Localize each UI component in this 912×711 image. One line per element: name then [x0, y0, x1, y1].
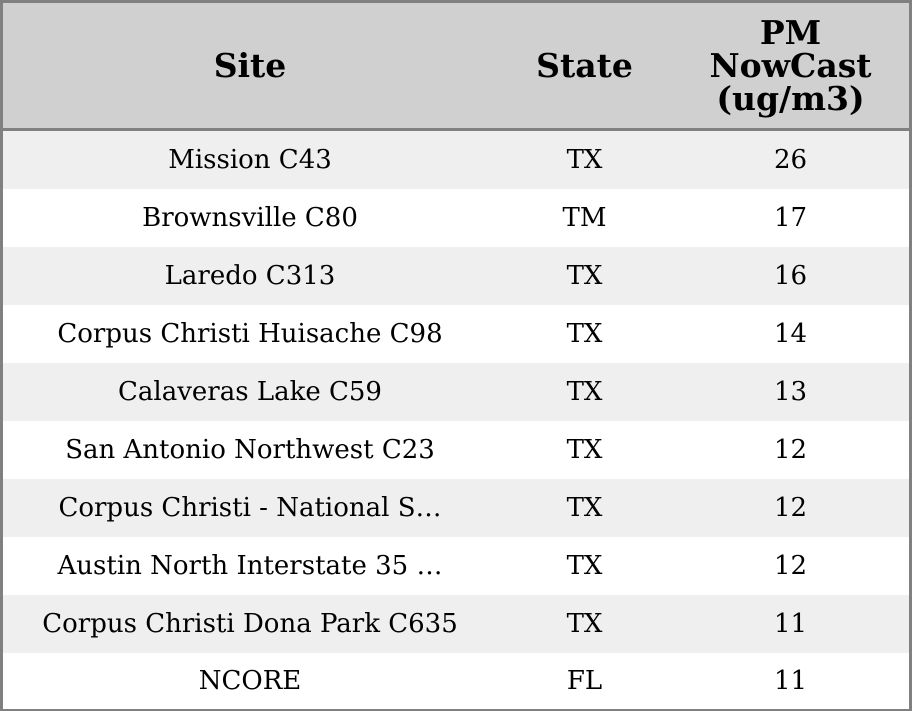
- table-row: Laredo C313 TX 16: [3, 247, 909, 305]
- state-cell: TX: [497, 129, 672, 189]
- state-cell: TX: [497, 305, 672, 363]
- table-row: Calaveras Lake C59 TX 13: [3, 363, 909, 421]
- table-row: Brownsville C80 TM 17: [3, 189, 909, 247]
- site-cell: Mission C43: [3, 129, 497, 189]
- state-cell: TX: [497, 537, 672, 595]
- header-state[interactable]: State: [497, 3, 672, 131]
- state-cell: TX: [497, 595, 672, 653]
- state-cell: TX: [497, 247, 672, 305]
- pm-nowcast-table: Site State PM NowCast (ug/m3) Mission C4…: [3, 3, 909, 709]
- site-cell: Corpus Christi - National S…: [3, 479, 497, 537]
- header-pm-line-2: NowCast: [709, 46, 872, 85]
- table-row: Corpus Christi - National S… TX 12: [3, 479, 909, 537]
- state-cell: TM: [497, 189, 672, 247]
- site-cell: Calaveras Lake C59: [3, 363, 497, 421]
- state-cell: TX: [497, 421, 672, 479]
- table-row: Corpus Christi Dona Park C635 TX 11: [3, 595, 909, 653]
- table-header: Site State PM NowCast (ug/m3): [3, 3, 909, 131]
- value-cell: 26: [672, 129, 909, 189]
- site-cell: Laredo C313: [3, 247, 497, 305]
- table-row: Mission C43 TX 26: [3, 129, 909, 189]
- value-cell: 13: [672, 363, 909, 421]
- value-cell: 12: [672, 421, 909, 479]
- value-cell: 11: [672, 653, 909, 709]
- state-cell: FL: [497, 653, 672, 709]
- site-cell: Brownsville C80: [3, 189, 497, 247]
- table-row: NCORE FL 11: [3, 653, 909, 709]
- value-cell: 14: [672, 305, 909, 363]
- value-cell: 12: [672, 479, 909, 537]
- table-row: San Antonio Northwest C23 TX 12: [3, 421, 909, 479]
- header-site-label: Site: [213, 46, 287, 85]
- header-row: Site State PM NowCast (ug/m3): [3, 3, 909, 131]
- value-cell: 12: [672, 537, 909, 595]
- site-cell: NCORE: [3, 653, 497, 709]
- site-cell: Austin North Interstate 35 …: [3, 537, 497, 595]
- table-body: Mission C43 TX 26 Brownsville C80 TM 17 Laredo…: [3, 129, 909, 709]
- site-cell: Corpus Christi Dona Park C635: [3, 595, 497, 653]
- header-pm-line-3: (ug/m3): [716, 79, 865, 118]
- value-cell: 16: [672, 247, 909, 305]
- state-cell: TX: [497, 479, 672, 537]
- site-cell: Corpus Christi Huisache C98: [3, 305, 497, 363]
- header-pm-line-1: PM: [759, 13, 822, 52]
- table-row: Corpus Christi Huisache C98 TX 14: [3, 305, 909, 363]
- header-site[interactable]: Site: [3, 3, 497, 131]
- header-state-label: State: [536, 46, 633, 85]
- value-cell: 11: [672, 595, 909, 653]
- header-pm-nowcast[interactable]: PM NowCast (ug/m3): [672, 3, 909, 131]
- value-cell: 17: [672, 189, 909, 247]
- site-cell: San Antonio Northwest C23: [3, 421, 497, 479]
- state-cell: TX: [497, 363, 672, 421]
- table-row: Austin North Interstate 35 … TX 12: [3, 537, 909, 595]
